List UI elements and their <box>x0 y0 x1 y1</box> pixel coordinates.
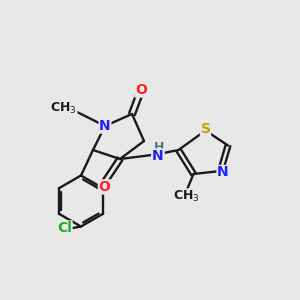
Text: N: N <box>152 149 163 163</box>
Text: CH$_3$: CH$_3$ <box>50 101 77 116</box>
Text: N: N <box>217 166 229 179</box>
Text: H: H <box>154 141 164 154</box>
Text: O: O <box>98 180 110 194</box>
Text: N: N <box>99 119 111 133</box>
Text: Cl: Cl <box>57 221 72 235</box>
Text: CH$_3$: CH$_3$ <box>173 189 199 204</box>
Text: O: O <box>135 83 147 97</box>
Text: S: S <box>200 122 211 136</box>
